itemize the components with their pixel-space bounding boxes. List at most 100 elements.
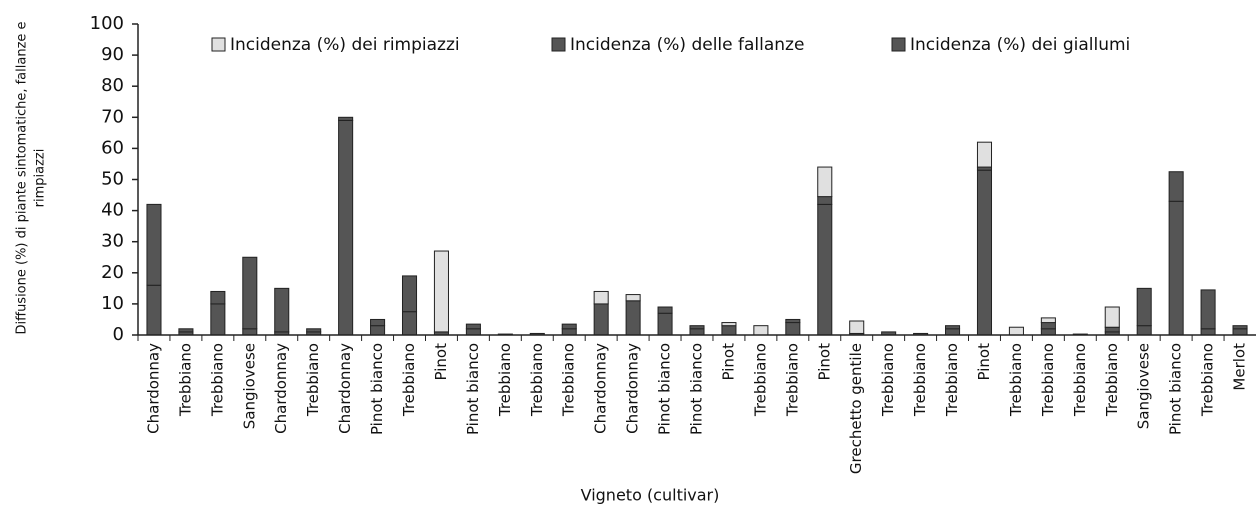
x-tick-label: Chardonnay [624, 343, 642, 434]
bar-segment [1008, 326, 1024, 336]
x-tick-label: Merlot [1231, 343, 1249, 391]
bar-segment [210, 303, 226, 336]
bar-segment [1040, 328, 1056, 336]
bar-segment [370, 325, 386, 336]
y-tick-label: 60 [101, 137, 124, 158]
bar-segment [146, 284, 162, 336]
bar-segment [370, 318, 386, 327]
x-tick-label: Trebbiano [528, 343, 546, 417]
x-tick-label: Trebbiano [208, 343, 226, 417]
x-tick-label: Pinot bianco [1167, 343, 1185, 435]
legend-swatch [551, 37, 566, 52]
y-tick-label: 20 [101, 262, 124, 283]
x-tick-label: Grechetto gentile [847, 343, 865, 474]
legend-label: Incidenza (%) dei rimpiazzi [230, 35, 460, 55]
bar-segment [1104, 326, 1120, 333]
bar-segment [210, 290, 226, 305]
y-axis-label: rimpiazzi [33, 149, 48, 208]
bar-segment [465, 328, 481, 336]
bar-segment [817, 196, 833, 205]
y-tick-label: 50 [101, 169, 124, 190]
bar-segment [1168, 171, 1184, 202]
x-tick-label: Trebbiano [879, 343, 897, 417]
bar-segment [561, 323, 577, 330]
x-tick-label: Pinot [815, 343, 833, 381]
bar-segment [689, 328, 705, 336]
x-tick-label: Chardonnay [272, 343, 290, 434]
bar-segment [338, 119, 354, 336]
y-tick-label: 100 [90, 13, 124, 34]
x-tick-label: Pinot bianco [464, 343, 482, 435]
bar-segment [338, 116, 354, 121]
x-tick-label: Pinot [432, 343, 450, 381]
bar-segment [242, 328, 258, 336]
bar-segment [1232, 328, 1248, 336]
bar-segment [1136, 325, 1152, 336]
bar-segment [1168, 200, 1184, 336]
x-tick-label: Pinot bianco [656, 343, 674, 435]
bar-segment [976, 141, 993, 168]
x-tick-label: Trebbiano [943, 343, 961, 417]
y-tick-label: 70 [101, 106, 124, 127]
bar-segment [721, 322, 737, 327]
legend-label: Incidenza (%) delle fallanze [570, 35, 804, 55]
bar-segment [306, 328, 322, 333]
x-tick-label: Trebbiano [783, 343, 801, 417]
y-tick-label: 40 [101, 200, 124, 221]
x-axis-label: Vigneto (cultivar) [581, 486, 720, 505]
bar-segment [1040, 317, 1056, 324]
x-tick-label: Trebbiano [1039, 343, 1057, 417]
bar-segment [657, 312, 673, 336]
x-tick-label: Pinot bianco [368, 343, 386, 435]
x-tick-label: Trebbiano [1199, 343, 1217, 417]
x-tick-label: Trebbiano [1007, 343, 1025, 417]
bar-segment [593, 303, 609, 336]
bar-segment [1200, 289, 1216, 330]
x-tick-label: Trebbiano [304, 343, 322, 417]
x-tick-label: Trebbiano [751, 343, 769, 417]
y-tick-label: 80 [101, 75, 124, 96]
bar-segment [657, 306, 673, 314]
x-tick-label: Sangiovese [1135, 343, 1153, 429]
x-tick-label: Pinot [975, 343, 993, 381]
bar-segment [817, 203, 833, 336]
bar-segment [1232, 325, 1248, 330]
x-tick-label: Trebbiano [176, 343, 194, 417]
bar-segment [689, 325, 705, 330]
bar-segment [721, 325, 737, 336]
bar-segment [593, 290, 609, 305]
bar-segment [401, 275, 418, 313]
y-tick-label: 10 [101, 293, 124, 314]
bar-segment [1200, 328, 1216, 336]
bar-segment [785, 318, 801, 324]
bar-segment [976, 169, 993, 336]
bar-segment [401, 311, 418, 336]
x-tick-label: Trebbiano [1103, 343, 1121, 417]
bar-segment [146, 203, 162, 286]
x-tick-label: Pinot [719, 343, 737, 381]
bar-segment [753, 325, 769, 336]
x-tick-label: Trebbiano [496, 343, 514, 417]
x-tick-label: Chardonnay [336, 343, 354, 434]
bar-segment [178, 328, 194, 333]
bar-segment [274, 287, 290, 333]
y-tick-label: 30 [101, 231, 124, 252]
bar-segment [1104, 306, 1120, 328]
y-axis-label: Diffusione (%) di piante sintomatiche, f… [15, 21, 30, 334]
bar-segment [945, 325, 961, 330]
bar-segment [1136, 287, 1152, 327]
x-tick-label: Trebbiano [1071, 343, 1089, 417]
bar-segment [433, 250, 449, 333]
bar-segment [1040, 322, 1056, 330]
bar-segment [561, 328, 577, 336]
bar-segment [625, 300, 641, 336]
y-tick-label: 90 [101, 44, 124, 65]
legend-swatch [891, 37, 906, 52]
bar-segment [945, 328, 961, 336]
bar-segment [785, 322, 801, 336]
legend-label: Incidenza (%) dei giallumi [910, 35, 1130, 55]
x-tick-label: Chardonnay [592, 343, 610, 434]
legend-swatch [211, 37, 226, 52]
bar-segment [242, 256, 258, 330]
